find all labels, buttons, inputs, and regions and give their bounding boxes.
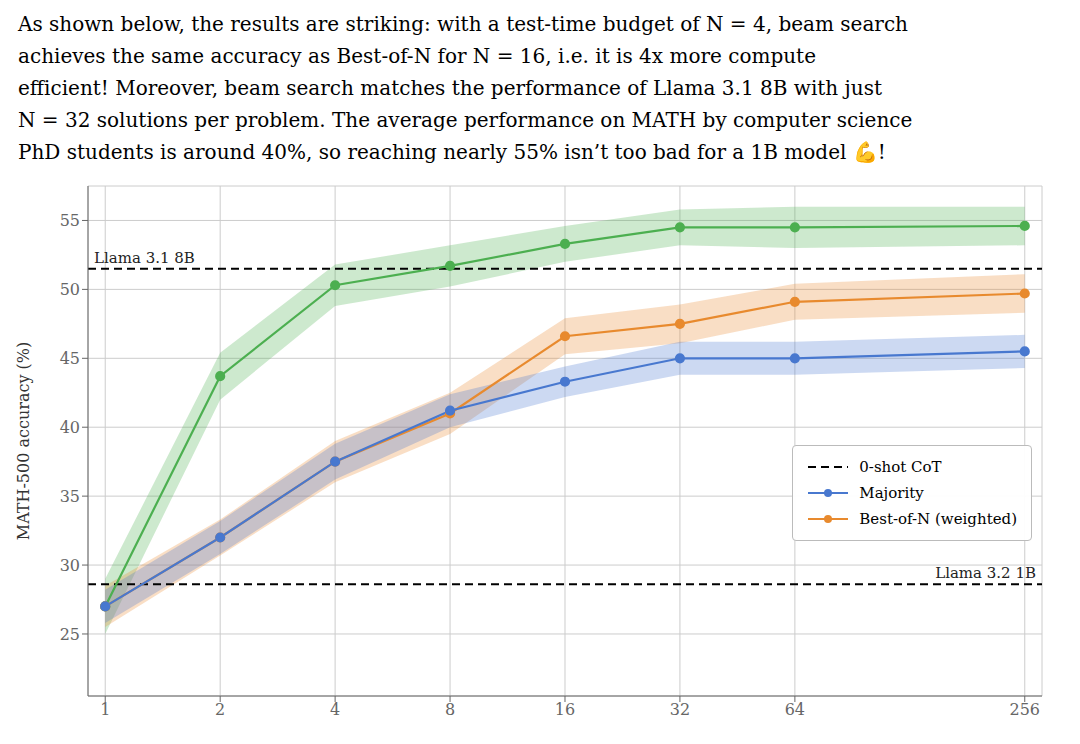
html-text:0-shot CoT: 0-shot CoT [859, 458, 942, 476]
svg-text:Llama 3.1 8B: Llama 3.1 8B [94, 249, 195, 267]
html-text:efficient! Moreover, beam sear: efficient! Moreover, beam search matches… [18, 76, 882, 100]
svg-text:32: 32 [670, 700, 690, 719]
svg-text:35: 35 [60, 487, 80, 506]
html-text:Best-of-N (weighted): Best-of-N (weighted) [859, 510, 1017, 528]
svg-text:50: 50 [60, 280, 80, 299]
svg-text:40: 40 [60, 418, 80, 437]
svg-text:30: 30 [60, 556, 80, 575]
svg-text:8: 8 [445, 700, 455, 719]
svg-text:16: 16 [555, 700, 575, 719]
html-text:N = 32 solutions per problem.: N = 32 solutions per problem. The averag… [18, 108, 913, 132]
svg-text:MATH-500 accuracy (%): MATH-500 accuracy (%) [14, 342, 33, 540]
svg-text:256: 256 [1009, 700, 1040, 719]
svg-text:64: 64 [785, 700, 805, 719]
html-text:PhD students is around 40%, so: PhD students is around 40%, so reaching … [18, 140, 886, 164]
svg-text:2: 2 [215, 700, 225, 719]
svg-text:25: 25 [60, 625, 80, 644]
svg-text:45: 45 [60, 349, 80, 368]
html-text:achieves the same accuracy as: achieves the same accuracy as Best-of-N … [18, 44, 816, 68]
svg-text:1: 1 [100, 700, 110, 719]
html-text:As shown below, the results ar: As shown below, the results are striking… [18, 12, 908, 36]
svg-text:4: 4 [330, 700, 340, 719]
svg-text:55: 55 [60, 211, 80, 230]
html-text:Majority: Majority [859, 484, 924, 502]
svg-text:Llama 3.2 1B: Llama 3.2 1B [935, 564, 1036, 582]
